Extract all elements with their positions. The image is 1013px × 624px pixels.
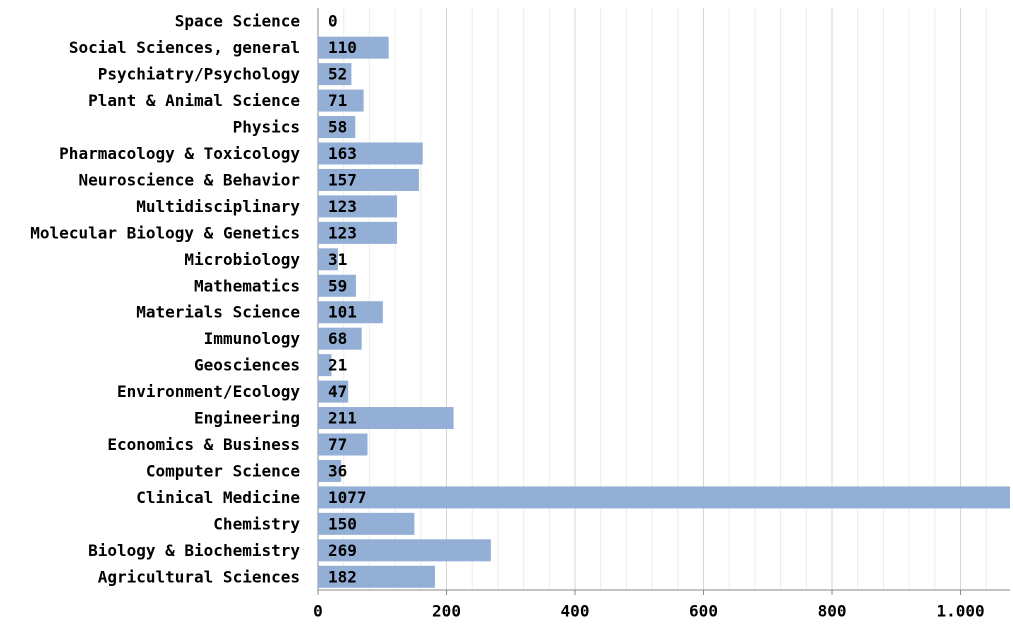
y-tick-label: Social Sciences, general	[69, 38, 300, 57]
value-label: 1077	[328, 488, 367, 507]
y-tick-label: Pharmacology & Toxicology	[59, 144, 300, 163]
y-tick-label: Geosciences	[194, 356, 300, 375]
bar	[318, 36, 389, 59]
value-label: 21	[328, 356, 347, 375]
x-tick-label: 1.000	[936, 602, 984, 621]
bar	[318, 327, 362, 350]
y-tick-label: Agricultural Sciences	[98, 567, 300, 586]
y-tick-label: Environment/Ecology	[117, 382, 300, 401]
bar	[318, 354, 332, 377]
value-label: 71	[328, 91, 347, 110]
value-label: 31	[328, 250, 347, 269]
bar	[318, 274, 356, 297]
x-tick-label: 200	[432, 602, 461, 621]
bar	[318, 89, 364, 112]
y-tick-label: Physics	[233, 118, 300, 137]
value-label: 269	[328, 541, 357, 560]
y-tick-label: Chemistry	[213, 514, 300, 533]
x-tick-label: 600	[689, 602, 718, 621]
value-label: 163	[328, 144, 357, 163]
y-tick-label: Immunology	[204, 329, 301, 348]
y-tick-label: Microbiology	[184, 250, 300, 269]
value-label: 77	[328, 435, 347, 454]
x-tick-label: 400	[561, 602, 590, 621]
y-tick-label: Plant & Animal Science	[88, 91, 300, 110]
value-label: 150	[328, 514, 357, 533]
value-label: 182	[328, 567, 357, 586]
x-tick-label: 800	[818, 602, 847, 621]
x-tick-label: 0	[313, 602, 323, 621]
value-label: 36	[328, 461, 347, 480]
value-label: 0	[328, 12, 338, 31]
value-label: 52	[328, 65, 347, 84]
y-tick-label: Multidisciplinary	[136, 197, 300, 216]
bar	[318, 63, 352, 86]
bar	[318, 142, 423, 165]
value-label: 68	[328, 329, 347, 348]
bar	[318, 168, 419, 191]
y-tick-label: Engineering	[194, 409, 300, 428]
value-label: 47	[328, 382, 347, 401]
bar	[318, 459, 342, 482]
y-tick-label: Economics & Business	[107, 435, 300, 454]
bar	[318, 433, 368, 456]
y-tick-label: Molecular Biology & Genetics	[30, 223, 300, 242]
y-tick-label: Biology & Biochemistry	[88, 541, 300, 560]
value-label: 123	[328, 223, 357, 242]
bar	[318, 221, 398, 244]
value-label: 110	[328, 38, 357, 57]
value-label: 58	[328, 118, 347, 137]
bar	[318, 512, 415, 535]
bar	[318, 380, 349, 403]
bar	[318, 407, 454, 430]
bar	[318, 301, 383, 324]
value-label: 59	[328, 276, 347, 295]
bar	[318, 248, 338, 271]
bar	[318, 565, 435, 588]
y-tick-label: Neuroscience & Behavior	[78, 170, 300, 189]
bar	[318, 539, 491, 562]
bar	[318, 486, 1010, 509]
value-label: 101	[328, 303, 357, 322]
y-tick-label: Mathematics	[194, 276, 300, 295]
y-tick-label: Clinical Medicine	[136, 488, 300, 507]
y-tick-label: Materials Science	[136, 303, 300, 322]
y-tick-label: Psychiatry/Psychology	[98, 65, 301, 84]
bar	[318, 195, 398, 218]
bar	[318, 116, 356, 139]
y-tick-label: Computer Science	[146, 461, 300, 480]
value-label: 157	[328, 170, 357, 189]
y-tick-label: Space Science	[175, 12, 300, 31]
value-label: 123	[328, 197, 357, 216]
value-label: 211	[328, 409, 357, 428]
